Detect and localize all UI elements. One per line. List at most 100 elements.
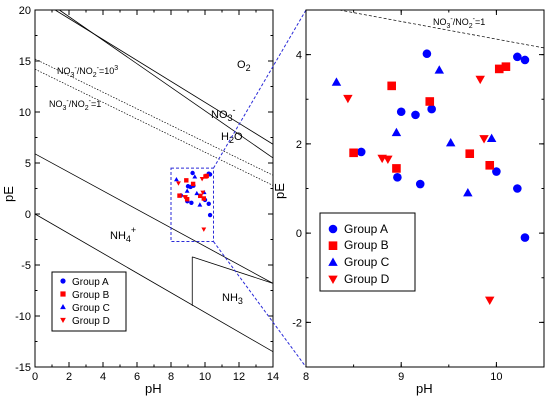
y-tick-label: -5 bbox=[21, 260, 31, 272]
point-right-triangle-up bbox=[445, 138, 456, 147]
nh3-region-label: NH3 bbox=[222, 292, 243, 306]
x-tick-label: 9 bbox=[398, 371, 404, 383]
right-x-axis-label: pH bbox=[416, 381, 433, 396]
point-right-square bbox=[494, 64, 504, 74]
point-left-square bbox=[177, 193, 182, 198]
point-right-triangle-down bbox=[383, 155, 393, 164]
point-left-triangle-up bbox=[194, 190, 200, 196]
point-left-circle bbox=[207, 172, 213, 177]
point-right-triangle-down bbox=[475, 75, 485, 85]
x-tick-label: 2 bbox=[66, 371, 72, 383]
left-panel: 0 2 4 6 8 10 12 14 -15 -10 -5 0 5 10 15 20 pH pE O2 NO3… bbox=[1, 5, 279, 396]
left-legend-markers bbox=[60, 278, 66, 323]
h2o-region-label: H2O bbox=[221, 131, 243, 145]
left-legend: Group A Group B Group C Group D bbox=[51, 271, 127, 332]
y-tick-label: 10 bbox=[19, 107, 31, 119]
x-tick-label: 0 bbox=[32, 371, 38, 383]
x-tick-label: 4 bbox=[100, 371, 106, 383]
x-tick-label: 10 bbox=[490, 371, 502, 383]
legend-marker-right-triangle-up bbox=[328, 257, 338, 266]
y-tick-label: 5 bbox=[25, 158, 31, 170]
x-tick-label: 10 bbox=[199, 371, 211, 383]
point-right-circle bbox=[492, 167, 501, 176]
point-left-square bbox=[204, 173, 209, 179]
y-tick-label: 4 bbox=[296, 50, 302, 62]
y-tick-label: 15 bbox=[19, 56, 31, 68]
right-legend-markers bbox=[328, 224, 338, 285]
point-right-circle bbox=[356, 147, 366, 157]
point-left-square bbox=[190, 181, 196, 187]
point-left-circle bbox=[189, 200, 194, 205]
point-right-square bbox=[349, 148, 358, 158]
left-x-axis-label: pH bbox=[145, 381, 162, 396]
y-tick-label: -10 bbox=[15, 311, 31, 323]
y-tick-label: 20 bbox=[19, 5, 31, 17]
boundary-nh4-lower bbox=[34, 213, 274, 353]
point-right-square bbox=[485, 160, 495, 170]
right-legend-group-a: Group A bbox=[344, 222, 388, 236]
point-left-triangle-up bbox=[192, 174, 198, 179]
right-legend-group-b: Group B bbox=[344, 238, 389, 252]
point-left-circle bbox=[207, 212, 213, 218]
right-y-axis-label: pE bbox=[272, 183, 287, 199]
right-data-points bbox=[331, 49, 530, 306]
y-tick-label: 0 bbox=[296, 228, 302, 240]
legend-marker-right-square bbox=[328, 241, 338, 250]
legend-marker-left-triangle-up bbox=[60, 304, 66, 310]
right-legend-group-d: Group D bbox=[344, 272, 390, 286]
right-panel: 8 9 10 -2 0 2 4 pH pE NO3-/NO2-=1 Group A Grou… bbox=[272, 9, 545, 396]
y-tick-label: -15 bbox=[15, 362, 31, 374]
point-right-square bbox=[392, 164, 401, 173]
point-left-circle bbox=[190, 170, 195, 176]
point-left-triangle-up bbox=[184, 188, 190, 193]
nh4-region-label: NH4+ bbox=[110, 225, 136, 244]
point-left-square bbox=[184, 178, 189, 183]
point-right-triangle-up bbox=[391, 127, 402, 137]
point-right-triangle-down bbox=[343, 94, 353, 104]
point-right-circle bbox=[396, 107, 406, 117]
left-y-axis-label: pE bbox=[1, 186, 16, 202]
left-legend-group-d: Group D bbox=[72, 316, 110, 327]
right-ticks: 8 9 10 -2 0 2 4 bbox=[292, 9, 545, 383]
ratio-1-label-right: NO3-/NO2-=1 bbox=[433, 16, 485, 30]
point-right-circle bbox=[427, 104, 436, 114]
point-left-square bbox=[184, 197, 190, 202]
point-right-triangle-up bbox=[434, 65, 445, 74]
point-left-circle bbox=[206, 201, 211, 206]
connector-bottom bbox=[213, 241, 307, 368]
zoom-connector-lines bbox=[213, 9, 307, 368]
boundary-o2-h2o-lower bbox=[59, 9, 274, 159]
legend-marker-left-square bbox=[60, 291, 66, 297]
o2-region-label: O2 bbox=[237, 59, 251, 73]
x-tick-label: 14 bbox=[267, 371, 279, 383]
right-ratio-line bbox=[339, 9, 545, 49]
point-left-triangle-down bbox=[183, 195, 189, 200]
point-right-circle bbox=[513, 52, 522, 62]
point-left-triangle-up bbox=[197, 202, 203, 207]
ratio-1-line-right bbox=[339, 9, 545, 49]
x-tick-label: 8 bbox=[168, 371, 174, 383]
point-left-triangle-down bbox=[201, 227, 207, 232]
y-tick-label: -2 bbox=[292, 317, 302, 329]
point-right-triangle-up bbox=[331, 77, 342, 86]
point-left-triangle-down bbox=[176, 181, 181, 186]
point-right-triangle-down bbox=[485, 296, 495, 306]
left-legend-group-b: Group B bbox=[72, 290, 110, 301]
point-right-triangle-up bbox=[486, 133, 497, 142]
point-right-circle bbox=[393, 173, 402, 182]
point-left-triangle-up bbox=[174, 176, 179, 182]
left-ticks: 0 2 4 6 8 10 12 14 -15 -10 -5 0 5 10 15 20 bbox=[15, 5, 279, 383]
legend-marker-right-circle bbox=[328, 224, 338, 234]
point-right-square bbox=[387, 81, 396, 91]
point-right-circle bbox=[520, 233, 530, 242]
point-left-triangle-down bbox=[199, 177, 205, 182]
boundary-ratio_1000 bbox=[34, 58, 274, 176]
left-boundary-lines bbox=[34, 9, 274, 353]
zoom-box bbox=[170, 167, 214, 243]
boundary-nh3-upper bbox=[192, 256, 274, 284]
point-left-square bbox=[201, 196, 207, 201]
boundary-ratio_1 bbox=[34, 68, 274, 186]
point-right-square bbox=[425, 97, 435, 106]
right-legend-group-c: Group C bbox=[344, 255, 390, 269]
y-tick-label: 2 bbox=[296, 139, 302, 151]
